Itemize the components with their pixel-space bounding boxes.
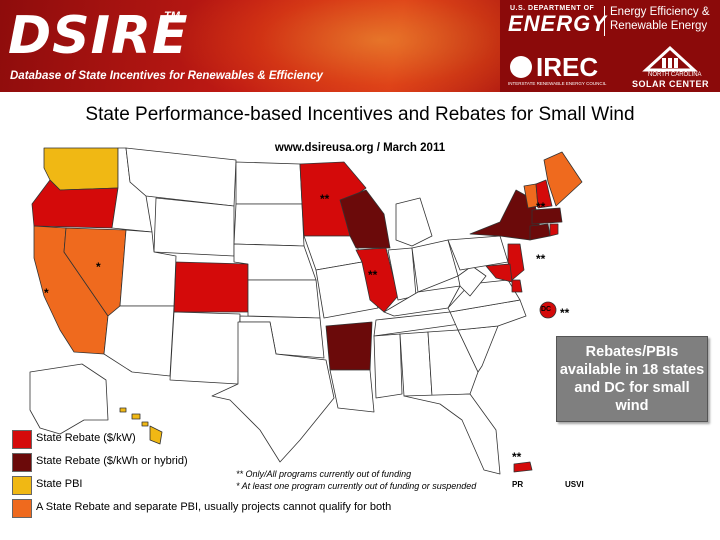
trademark: TM [164, 10, 180, 22]
legend-swatch [12, 453, 32, 472]
state-new-mexico [169, 311, 241, 385]
state-new-jersey [507, 243, 525, 281]
legend-label: A State Rebate and separate PBI, usually… [36, 501, 392, 513]
state-alabama [399, 331, 433, 397]
state-michigan [395, 197, 433, 247]
state-montana [125, 147, 237, 207]
state-washington [43, 147, 119, 191]
territory-puerto-rico [513, 461, 533, 473]
state-louisiana [329, 369, 375, 413]
state-maryland [485, 263, 513, 283]
legend-swatch [12, 430, 32, 449]
state-delaware [511, 279, 523, 293]
state-hawaii-4 [149, 425, 163, 445]
footnote-single-star: * At least one program currently out of … [236, 481, 477, 491]
usvi-label: USVI [565, 480, 584, 489]
footnotes: ** Only/All programs currently out of fu… [236, 468, 476, 492]
california-star: * [44, 286, 49, 300]
state-texas [211, 321, 335, 463]
state-arizona [103, 305, 175, 377]
summary-callout: Rebates/PBIs available in 18 states and … [556, 336, 708, 422]
doe-department-text: U.S. DEPARTMENT OF [510, 5, 595, 12]
state-mississippi [373, 333, 403, 399]
legend-label: State Rebate ($/kW) [36, 432, 136, 444]
source-url: www.dsireusa.org / March 2011 [274, 142, 446, 154]
state-rhode-island [549, 223, 559, 237]
summary-callout-text: Rebates/PBIs available in 18 states and … [559, 344, 705, 414]
state-missouri [315, 261, 379, 319]
state-hawaii-3 [141, 421, 149, 427]
state-wyoming [153, 197, 235, 257]
footnote-double-star: ** Only/All programs currently out of fu… [236, 469, 412, 479]
dc-marker [539, 301, 557, 319]
state-connecticut [529, 223, 551, 241]
new-england-stars: ** [536, 200, 546, 214]
ncsc-name-text: SOLAR CENTER [632, 79, 710, 89]
doe-divider [604, 6, 605, 36]
legend-label: State Rebate ($/kWh or hybrid) [36, 455, 188, 467]
eere-program-name: Energy Efficiency & Renewable Energy [610, 6, 710, 32]
illinois-stars: ** [368, 268, 378, 282]
state-north-dakota [235, 161, 303, 205]
state-maine [543, 151, 583, 207]
legend-swatch [12, 476, 32, 495]
legend-swatch [12, 499, 32, 518]
state-wisconsin [339, 189, 391, 249]
state-south-dakota [233, 203, 305, 247]
irec-logo: IREC [536, 52, 599, 82]
state-kansas [247, 279, 321, 319]
dc-label: DC [541, 306, 552, 313]
state-kentucky [383, 285, 461, 317]
pr-label: PR [512, 480, 524, 489]
puerto-rico-stars: ** [512, 450, 522, 464]
doe-energy-logo: ENERGY [508, 11, 607, 36]
dsire-logo: DSIRE [8, 6, 189, 66]
dsire-tagline: Database of State Incentives for Renewab… [10, 70, 323, 82]
legend-label: State PBI [36, 478, 83, 490]
state-alaska [29, 363, 109, 435]
new-jersey-stars: ** [536, 252, 546, 266]
state-colorado [173, 261, 249, 313]
sponsor-panel [500, 0, 720, 92]
ncsc-state-text: NORTH CAROLINA [648, 72, 702, 78]
irec-sun-icon [510, 56, 532, 78]
slide-title: State Performance-based Incentives and R… [85, 104, 635, 125]
state-new-hampshire [535, 179, 553, 209]
nevada-star: * [96, 260, 101, 274]
minnesota-stars: ** [320, 192, 330, 206]
irec-subtitle: INTERSTATE RENEWABLE ENERGY COUNCIL [508, 81, 607, 86]
dc-stars: ** [560, 306, 570, 320]
ncsc-house-icon [642, 45, 698, 72]
state-hawaii-1 [119, 407, 127, 413]
state-massachusetts [531, 207, 563, 225]
us-incentive-map [29, 147, 583, 475]
state-arkansas [325, 321, 373, 371]
state-florida [403, 393, 501, 475]
state-hawaii-2 [131, 413, 141, 420]
